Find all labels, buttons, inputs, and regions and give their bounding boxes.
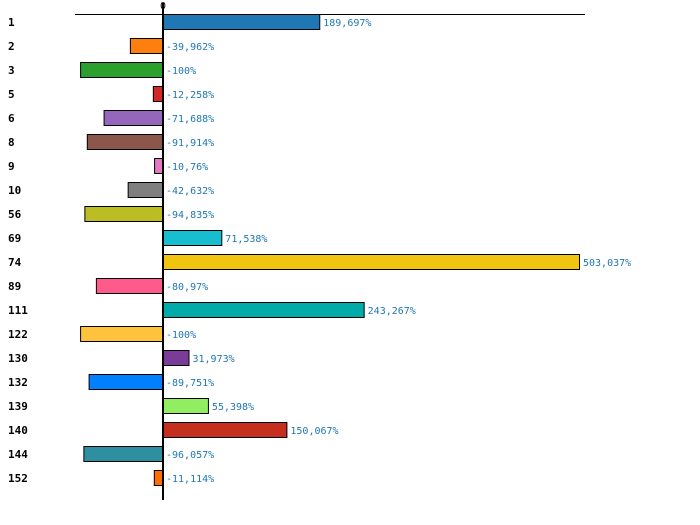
- value-label: -100%: [166, 66, 196, 77]
- bar-140: [163, 422, 288, 438]
- category-label: 111: [8, 304, 28, 317]
- category-label: 3: [8, 64, 15, 77]
- category-label: 132: [8, 376, 28, 389]
- category-label: 56: [8, 208, 22, 221]
- bar-56: [84, 206, 163, 222]
- value-label: 189,697%: [323, 18, 371, 29]
- category-label: 74: [8, 256, 22, 269]
- category-label: 2: [8, 40, 15, 53]
- category-label: 139: [8, 400, 28, 413]
- category-label: 140: [8, 424, 28, 437]
- category-label: 9: [8, 160, 15, 173]
- value-label: -12,258%: [166, 90, 214, 101]
- category-label: 130: [8, 352, 28, 365]
- value-label: 71,538%: [225, 234, 267, 245]
- bar-89: [95, 278, 163, 294]
- bar-139: [163, 398, 209, 414]
- value-label: -39,962%: [166, 42, 214, 53]
- category-label: 69: [8, 232, 21, 245]
- category-label: 122: [8, 328, 28, 341]
- value-label: -80,97%: [166, 282, 208, 293]
- value-label: -10,76%: [166, 162, 208, 173]
- value-label: -11,114%: [166, 474, 214, 485]
- bar-9: [154, 158, 163, 174]
- bar-144: [83, 446, 163, 462]
- bar-111: [163, 302, 365, 318]
- value-label: -42,632%: [166, 186, 214, 197]
- bar-152: [153, 470, 163, 486]
- value-label: -100%: [166, 330, 196, 341]
- value-label: -94,835%: [166, 210, 214, 221]
- value-label: -91,914%: [166, 138, 214, 149]
- bar-3: [80, 62, 163, 78]
- bar-1: [163, 14, 321, 30]
- value-label: -89,751%: [166, 378, 214, 389]
- category-label: 144: [8, 448, 28, 461]
- bar-8: [86, 134, 163, 150]
- bar-122: [80, 326, 163, 342]
- bar-10: [127, 182, 164, 198]
- category-label: 5: [8, 88, 15, 101]
- value-label: -71,688%: [166, 114, 214, 125]
- category-label: 89: [8, 280, 21, 293]
- bar-6: [103, 110, 163, 126]
- value-label: 243,267%: [368, 306, 416, 317]
- bar-132: [88, 374, 163, 390]
- bar-5: [152, 86, 163, 102]
- category-label: 8: [8, 136, 15, 149]
- value-label: 55,398%: [212, 402, 254, 413]
- bar-69: [163, 230, 223, 246]
- bar-2: [129, 38, 164, 54]
- bar-74: [163, 254, 580, 270]
- category-label: 10: [8, 184, 21, 197]
- bar-130: [163, 350, 190, 366]
- value-label: -96,057%: [166, 450, 214, 461]
- category-label: 1: [8, 16, 15, 29]
- value-label: 503,037%: [583, 258, 631, 269]
- category-label: 6: [8, 112, 15, 125]
- value-label: 31,973%: [193, 354, 235, 365]
- value-label: 150,067%: [290, 426, 338, 437]
- category-label: 152: [8, 472, 28, 485]
